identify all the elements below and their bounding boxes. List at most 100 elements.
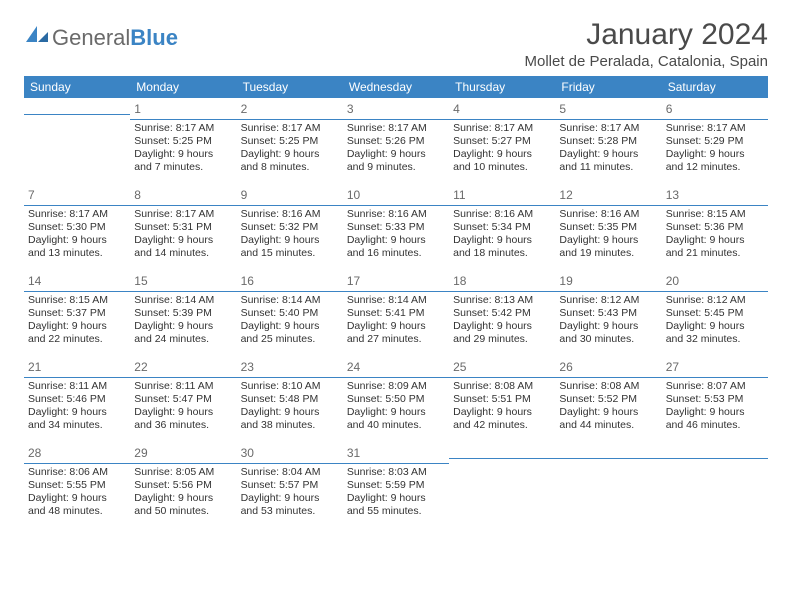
sunset-text: Sunset: 5:55 PM xyxy=(28,479,126,492)
sunrise-text: Sunrise: 8:17 AM xyxy=(559,122,657,135)
daylight-text: and 38 minutes. xyxy=(241,419,339,432)
sunset-text: Sunset: 5:34 PM xyxy=(453,221,551,234)
daylight-text: and 46 minutes. xyxy=(666,419,764,432)
sunrise-text: Sunrise: 8:08 AM xyxy=(559,380,657,393)
daynum-row: 18 xyxy=(449,270,555,292)
daylight-text: Daylight: 9 hours xyxy=(28,406,126,419)
day-details: Sunrise: 8:13 AMSunset: 5:42 PMDaylight:… xyxy=(449,292,555,347)
day-cell: 3Sunrise: 8:17 AMSunset: 5:26 PMDaylight… xyxy=(343,98,449,184)
sunrise-text: Sunrise: 8:08 AM xyxy=(453,380,551,393)
title-block: January 2024 Mollet de Peralada, Catalon… xyxy=(525,18,769,70)
sunrise-text: Sunrise: 8:10 AM xyxy=(241,380,339,393)
day-details: Sunrise: 8:14 AMSunset: 5:41 PMDaylight:… xyxy=(343,292,449,347)
daylight-text: Daylight: 9 hours xyxy=(241,234,339,247)
day-number: 18 xyxy=(453,274,466,288)
day-number: 13 xyxy=(666,188,679,202)
day-details: Sunrise: 8:08 AMSunset: 5:52 PMDaylight:… xyxy=(555,378,661,433)
daynum-row: 28 xyxy=(24,442,130,464)
sunset-text: Sunset: 5:37 PM xyxy=(28,307,126,320)
day-number: 16 xyxy=(241,274,254,288)
daynum-row xyxy=(24,98,130,115)
daylight-text: and 32 minutes. xyxy=(666,333,764,346)
day-number: 31 xyxy=(347,446,360,460)
day-number: 12 xyxy=(559,188,572,202)
sunrise-text: Sunrise: 8:15 AM xyxy=(666,208,764,221)
sunset-text: Sunset: 5:43 PM xyxy=(559,307,657,320)
day-cell: 6 Sunrise: 8:17 AMSunset: 5:29 PMDaylight… xyxy=(662,98,768,184)
day-cell: 30Sunrise: 8:04 AMSunset: 5:57 PMDayligh… xyxy=(237,442,343,528)
calendar-table: SundayMondayTuesdayWednesdayThursdayFrid… xyxy=(24,76,768,528)
sunset-text: Sunset: 5:52 PM xyxy=(559,393,657,406)
daylight-text: Daylight: 9 hours xyxy=(134,320,232,333)
day-header: Wednesday xyxy=(343,76,449,98)
sunrise-text: Sunrise: 8:14 AM xyxy=(134,294,232,307)
day-cell: 5Sunrise: 8:17 AMSunset: 5:28 PMDaylight… xyxy=(555,98,661,184)
day-cell xyxy=(555,442,661,528)
day-cell: 9 Sunrise: 8:16 AMSunset: 5:32 PMDaylight… xyxy=(237,184,343,270)
day-cell: 29Sunrise: 8:05 AMSunset: 5:56 PMDayligh… xyxy=(130,442,236,528)
daylight-text: Daylight: 9 hours xyxy=(666,234,764,247)
day-details: Sunrise: 8:04 AMSunset: 5:57 PMDaylight:… xyxy=(237,464,343,519)
sunset-text: Sunset: 5:29 PM xyxy=(666,135,764,148)
day-details: Sunrise: 8:05 AMSunset: 5:56 PMDaylight:… xyxy=(130,464,236,519)
sunset-text: Sunset: 5:31 PM xyxy=(134,221,232,234)
day-details: Sunrise: 8:15 AMSunset: 5:37 PMDaylight:… xyxy=(24,292,130,347)
day-cell: 28Sunrise: 8:06 AMSunset: 5:55 PMDayligh… xyxy=(24,442,130,528)
daylight-text: Daylight: 9 hours xyxy=(666,148,764,161)
sunrise-text: Sunrise: 8:11 AM xyxy=(28,380,126,393)
daynum-row: 30 xyxy=(237,442,343,464)
day-details: Sunrise: 8:17 AMSunset: 5:29 PMDaylight:… xyxy=(662,120,768,175)
day-header: Thursday xyxy=(449,76,555,98)
daylight-text: and 8 minutes. xyxy=(241,161,339,174)
day-details: Sunrise: 8:10 AMSunset: 5:48 PMDaylight:… xyxy=(237,378,343,433)
sunrise-text: Sunrise: 8:13 AM xyxy=(453,294,551,307)
day-details: Sunrise: 8:12 AMSunset: 5:43 PMDaylight:… xyxy=(555,292,661,347)
sunset-text: Sunset: 5:27 PM xyxy=(453,135,551,148)
daylight-text: and 25 minutes. xyxy=(241,333,339,346)
day-details: Sunrise: 8:12 AMSunset: 5:45 PMDaylight:… xyxy=(662,292,768,347)
day-number: 7 xyxy=(28,188,35,202)
sunrise-text: Sunrise: 8:12 AM xyxy=(559,294,657,307)
daynum-row: 20 xyxy=(662,270,768,292)
day-number: 28 xyxy=(28,446,41,460)
daylight-text: and 15 minutes. xyxy=(241,247,339,260)
sunset-text: Sunset: 5:53 PM xyxy=(666,393,764,406)
week-row: 1Sunrise: 8:17 AMSunset: 5:25 PMDaylight… xyxy=(24,98,768,184)
day-cell: 14Sunrise: 8:15 AMSunset: 5:37 PMDayligh… xyxy=(24,270,130,356)
day-details: Sunrise: 8:08 AMSunset: 5:51 PMDaylight:… xyxy=(449,378,555,433)
day-details: Sunrise: 8:11 AMSunset: 5:46 PMDaylight:… xyxy=(24,378,130,433)
day-cell: 11Sunrise: 8:16 AMSunset: 5:34 PMDayligh… xyxy=(449,184,555,270)
day-number: 8 xyxy=(134,188,141,202)
daylight-text: and 30 minutes. xyxy=(559,333,657,346)
day-details: Sunrise: 8:07 AMSunset: 5:53 PMDaylight:… xyxy=(662,378,768,433)
sunrise-text: Sunrise: 8:14 AM xyxy=(347,294,445,307)
day-number: 6 xyxy=(666,102,673,116)
daynum-row: 4 xyxy=(449,98,555,120)
daylight-text: and 29 minutes. xyxy=(453,333,551,346)
daylight-text: Daylight: 9 hours xyxy=(134,492,232,505)
day-number: 11 xyxy=(453,188,465,202)
header: GeneralBlue January 2024 Mollet de Peral… xyxy=(24,18,768,70)
day-number: 25 xyxy=(453,360,466,374)
daylight-text: Daylight: 9 hours xyxy=(241,406,339,419)
daynum-row: 31 xyxy=(343,442,449,464)
daylight-text: and 9 minutes. xyxy=(347,161,445,174)
sunrise-text: Sunrise: 8:06 AM xyxy=(28,466,126,479)
daylight-text: Daylight: 9 hours xyxy=(559,320,657,333)
day-cell: 2Sunrise: 8:17 AMSunset: 5:25 PMDaylight… xyxy=(237,98,343,184)
day-number: 1 xyxy=(134,102,141,116)
daynum-row: 21 xyxy=(24,356,130,378)
daynum-row: 3 xyxy=(343,98,449,120)
daynum-row: 7 xyxy=(24,184,130,206)
sunset-text: Sunset: 5:32 PM xyxy=(241,221,339,234)
day-details: Sunrise: 8:17 AMSunset: 5:26 PMDaylight:… xyxy=(343,120,449,175)
day-number: 9 xyxy=(241,188,248,202)
daynum-row: 10 xyxy=(343,184,449,206)
day-header-row: SundayMondayTuesdayWednesdayThursdayFrid… xyxy=(24,76,768,98)
daylight-text: and 55 minutes. xyxy=(347,505,445,518)
sunrise-text: Sunrise: 8:16 AM xyxy=(241,208,339,221)
daylight-text: Daylight: 9 hours xyxy=(347,406,445,419)
sunrise-text: Sunrise: 8:17 AM xyxy=(347,122,445,135)
day-cell: 22Sunrise: 8:11 AMSunset: 5:47 PMDayligh… xyxy=(130,356,236,442)
daylight-text: Daylight: 9 hours xyxy=(134,234,232,247)
